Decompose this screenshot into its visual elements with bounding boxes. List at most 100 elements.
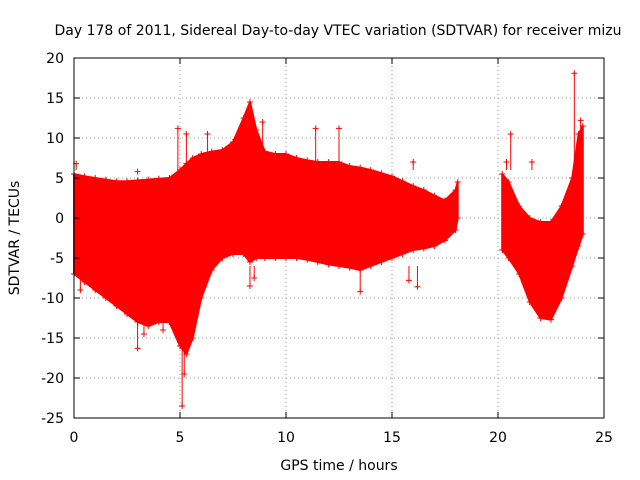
data-point-marker xyxy=(452,187,459,193)
data-point-marker xyxy=(219,147,226,153)
outlier-point-marker xyxy=(134,168,141,175)
data-point-marker xyxy=(389,173,395,180)
data-point-marker xyxy=(304,256,311,263)
data-point-marker xyxy=(558,203,565,209)
data-point-marker xyxy=(230,251,236,257)
data-point-marker xyxy=(454,179,461,185)
data-point-marker xyxy=(399,178,406,185)
data-point-marker xyxy=(272,151,279,157)
data-point-marker xyxy=(189,155,196,161)
data-point-marker xyxy=(367,167,374,173)
series-envelope-area xyxy=(501,125,584,321)
data-point-marker xyxy=(346,264,353,271)
data-point-marker xyxy=(499,171,506,177)
data-point-marker xyxy=(505,179,512,185)
plot-frame xyxy=(73,57,605,419)
y-tick-label: -20 xyxy=(41,371,64,387)
data-point-marker xyxy=(145,323,152,329)
data-point-marker xyxy=(314,259,321,265)
data-point-marker xyxy=(293,155,300,161)
y-tick-label: -15 xyxy=(41,331,64,347)
data-point-marker xyxy=(304,157,311,164)
data-point-marker xyxy=(410,247,417,253)
data-point-marker xyxy=(92,287,99,293)
data-point-marker xyxy=(198,295,205,301)
data-point-marker xyxy=(155,175,162,182)
data-point-marker xyxy=(246,259,253,265)
data-point-marker xyxy=(575,243,582,249)
x-tick-label: 25 xyxy=(595,430,613,446)
x-tick-label: 10 xyxy=(277,430,295,446)
data-point-marker xyxy=(272,255,279,261)
data-marks xyxy=(71,70,586,409)
data-point-marker xyxy=(516,203,523,209)
y-tick-label: 5 xyxy=(55,171,64,187)
data-point-marker xyxy=(431,192,438,199)
series-1 xyxy=(499,123,586,323)
data-point-marker xyxy=(155,319,162,325)
data-point-marker xyxy=(569,175,576,181)
data-point-marker xyxy=(134,177,141,184)
data-point-marker xyxy=(367,263,374,269)
y-axis-label: SDTVAR / TECUs xyxy=(7,181,23,296)
x-axis-tick-labels: 0 5 10 15 20 25 xyxy=(70,430,613,446)
data-point-marker xyxy=(124,178,130,185)
data-point-marker xyxy=(499,247,506,253)
data-point-marker xyxy=(442,197,448,204)
x-tick-label: 20 xyxy=(489,430,507,446)
data-point-marker xyxy=(198,151,205,157)
data-point-marker xyxy=(378,170,385,177)
data-point-marker xyxy=(240,115,247,121)
data-point-marker xyxy=(420,187,427,193)
data-point-marker xyxy=(246,99,253,105)
data-point-marker xyxy=(548,219,554,225)
y-tick-label: 15 xyxy=(46,91,64,107)
data-point-marker xyxy=(378,259,385,265)
data-point-marker xyxy=(283,255,289,261)
data-point-marker xyxy=(357,164,364,171)
data-point-marker xyxy=(389,255,395,261)
data-point-marker xyxy=(325,159,332,165)
data-point-marker xyxy=(283,151,289,157)
x-tick-label: 0 xyxy=(70,430,79,446)
data-point-marker xyxy=(208,148,215,155)
data-point-marker xyxy=(145,176,152,183)
data-point-marker xyxy=(558,295,565,301)
y-tick-label: -10 xyxy=(41,291,64,307)
data-point-marker xyxy=(230,139,236,145)
data-point-marker xyxy=(81,173,88,180)
y-tick-label: -25 xyxy=(41,411,64,427)
y-tick-label: 10 xyxy=(46,131,64,147)
data-point-marker xyxy=(208,267,215,273)
data-point-marker xyxy=(189,335,196,341)
data-point-marker xyxy=(166,175,173,181)
y-tick-label: -5 xyxy=(50,251,64,267)
data-point-marker xyxy=(526,215,533,221)
data-point-marker xyxy=(293,255,300,261)
series-2 xyxy=(73,70,584,409)
data-point-marker xyxy=(399,251,406,257)
data-point-marker xyxy=(442,237,448,244)
data-point-marker xyxy=(505,255,512,261)
data-point-marker xyxy=(253,255,260,261)
data-point-marker xyxy=(113,303,120,309)
data-point-marker xyxy=(454,215,461,221)
data-point-marker xyxy=(346,163,353,169)
y-tick-label: 20 xyxy=(46,51,64,67)
series-0 xyxy=(71,99,461,357)
data-point-marker xyxy=(569,263,576,269)
x-tick-label: 15 xyxy=(383,430,401,446)
data-point-marker xyxy=(102,295,109,301)
series-envelope-area xyxy=(73,101,459,355)
data-point-marker xyxy=(113,178,120,185)
data-point-marker xyxy=(537,315,544,321)
data-point-marker xyxy=(431,243,438,249)
data-point-marker xyxy=(253,127,260,133)
data-point-marker xyxy=(452,227,459,233)
data-point-marker xyxy=(325,261,332,268)
data-point-marker xyxy=(579,231,586,237)
data-point-marker xyxy=(124,311,130,317)
data-point-marker xyxy=(261,255,268,261)
data-point-marker xyxy=(537,219,544,225)
